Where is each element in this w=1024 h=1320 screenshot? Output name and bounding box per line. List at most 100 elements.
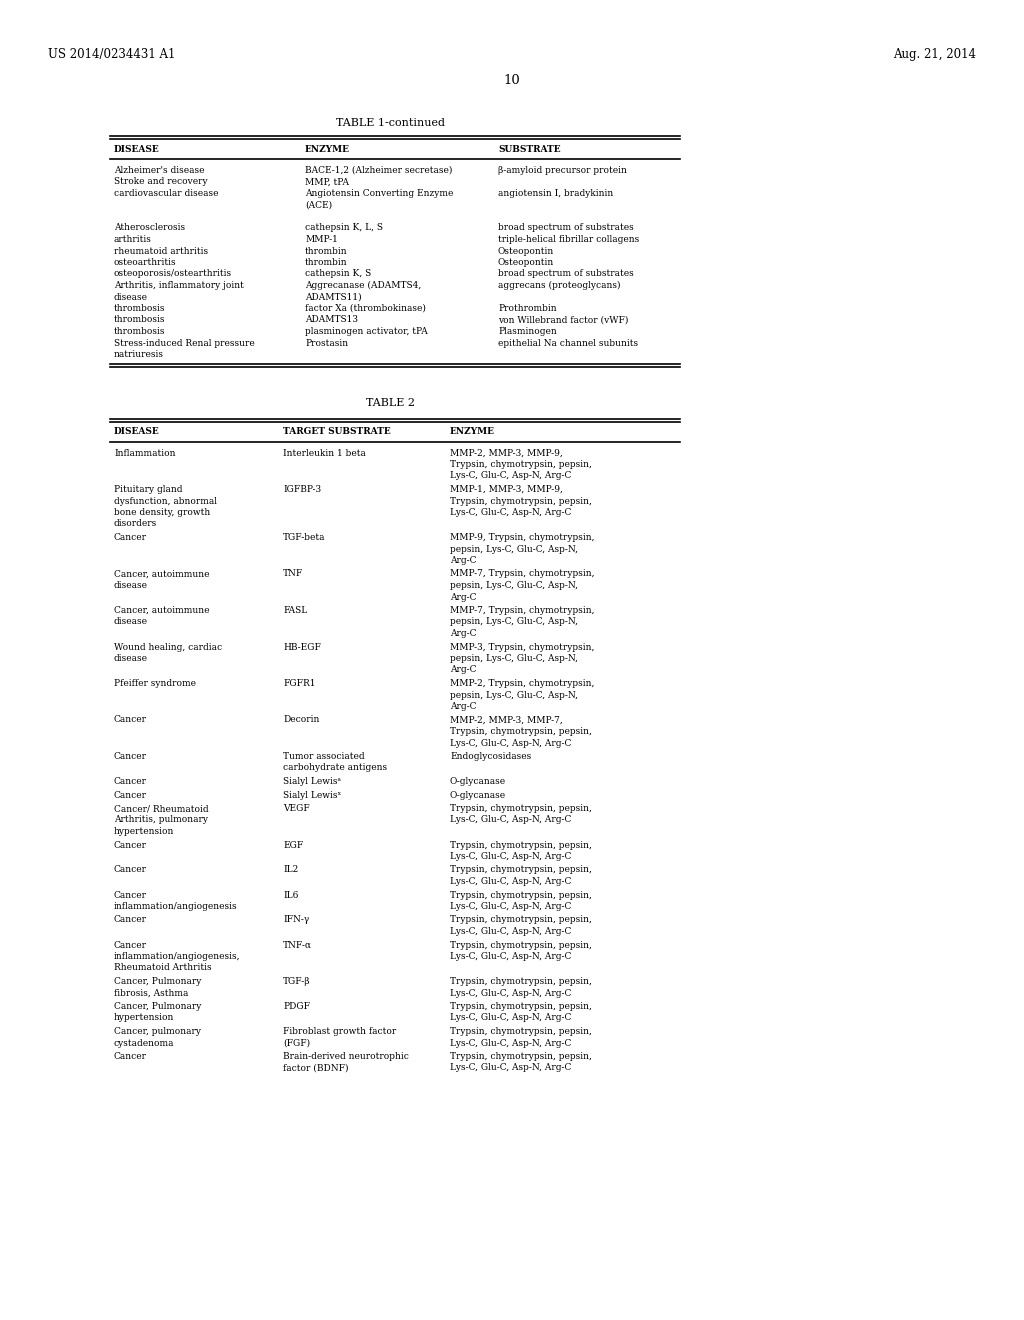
Text: Stroke and recovery: Stroke and recovery xyxy=(114,177,208,186)
Text: (FGF): (FGF) xyxy=(283,1039,310,1048)
Text: Cancer: Cancer xyxy=(114,1052,147,1061)
Text: Lys-C, Glu-C, Asp-N, Arg-C: Lys-C, Glu-C, Asp-N, Arg-C xyxy=(450,851,571,861)
Text: MMP-2, Trypsin, chymotrypsin,: MMP-2, Trypsin, chymotrypsin, xyxy=(450,678,594,688)
Text: Cancer/ Rheumatoid: Cancer/ Rheumatoid xyxy=(114,804,209,813)
Text: MMP-7, Trypsin, chymotrypsin,: MMP-7, Trypsin, chymotrypsin, xyxy=(450,569,595,578)
Text: Angiotensin Converting Enzyme: Angiotensin Converting Enzyme xyxy=(305,189,454,198)
Text: bone density, growth: bone density, growth xyxy=(114,508,210,517)
Text: Atherosclerosis: Atherosclerosis xyxy=(114,223,185,232)
Text: Endoglycosidases: Endoglycosidases xyxy=(450,752,531,762)
Text: PDGF: PDGF xyxy=(283,1002,310,1011)
Text: US 2014/0234431 A1: US 2014/0234431 A1 xyxy=(48,48,175,61)
Text: Lys-C, Glu-C, Asp-N, Arg-C: Lys-C, Glu-C, Asp-N, Arg-C xyxy=(450,738,571,747)
Text: Lys-C, Glu-C, Asp-N, Arg-C: Lys-C, Glu-C, Asp-N, Arg-C xyxy=(450,952,571,961)
Text: ADAMTS13: ADAMTS13 xyxy=(305,315,358,325)
Text: Cancer: Cancer xyxy=(114,916,147,924)
Text: Trypsin, chymotrypsin, pepsin,: Trypsin, chymotrypsin, pepsin, xyxy=(450,1052,592,1061)
Text: IGFBP-3: IGFBP-3 xyxy=(283,484,322,494)
Text: thrombosis: thrombosis xyxy=(114,315,166,325)
Text: broad spectrum of substrates: broad spectrum of substrates xyxy=(498,223,634,232)
Text: IFN-γ: IFN-γ xyxy=(283,916,309,924)
Text: Trypsin, chymotrypsin, pepsin,: Trypsin, chymotrypsin, pepsin, xyxy=(450,866,592,874)
Text: cardiovascular disease: cardiovascular disease xyxy=(114,189,218,198)
Text: Cancer: Cancer xyxy=(114,752,147,762)
Text: Aggrecanase (ADAMTS4,: Aggrecanase (ADAMTS4, xyxy=(305,281,421,290)
Text: osteoarthritis: osteoarthritis xyxy=(114,257,176,267)
Text: pepsin, Lys-C, Glu-C, Asp-N,: pepsin, Lys-C, Glu-C, Asp-N, xyxy=(450,581,578,590)
Text: Cancer: Cancer xyxy=(114,891,147,899)
Text: Arg-C: Arg-C xyxy=(450,630,476,638)
Text: Osteopontin: Osteopontin xyxy=(498,247,554,256)
Text: hypertension: hypertension xyxy=(114,1014,174,1023)
Text: broad spectrum of substrates: broad spectrum of substrates xyxy=(498,269,634,279)
Text: Trypsin, chymotrypsin, pepsin,: Trypsin, chymotrypsin, pepsin, xyxy=(450,1027,592,1036)
Text: Tumor associated: Tumor associated xyxy=(283,752,365,762)
Text: TARGET SUBSTRATE: TARGET SUBSTRATE xyxy=(283,428,391,437)
Text: Lys-C, Glu-C, Asp-N, Arg-C: Lys-C, Glu-C, Asp-N, Arg-C xyxy=(450,1039,571,1048)
Text: cathepsin K, S: cathepsin K, S xyxy=(305,269,372,279)
Text: disease: disease xyxy=(114,293,148,301)
Text: Trypsin, chymotrypsin, pepsin,: Trypsin, chymotrypsin, pepsin, xyxy=(450,1002,592,1011)
Text: EGF: EGF xyxy=(283,841,303,850)
Text: VEGF: VEGF xyxy=(283,804,309,813)
Text: Lys-C, Glu-C, Asp-N, Arg-C: Lys-C, Glu-C, Asp-N, Arg-C xyxy=(450,1064,571,1072)
Text: Trypsin, chymotrypsin, pepsin,: Trypsin, chymotrypsin, pepsin, xyxy=(450,891,592,899)
Text: von Willebrand factor (vWF): von Willebrand factor (vWF) xyxy=(498,315,629,325)
Text: disorders: disorders xyxy=(114,520,158,528)
Text: cathepsin K, L, S: cathepsin K, L, S xyxy=(305,223,383,232)
Text: Trypsin, chymotrypsin, pepsin,: Trypsin, chymotrypsin, pepsin, xyxy=(450,804,592,813)
Text: Fibroblast growth factor: Fibroblast growth factor xyxy=(283,1027,396,1036)
Text: ADAMTS11): ADAMTS11) xyxy=(305,293,361,301)
Text: TGF-β: TGF-β xyxy=(283,977,310,986)
Text: Cancer: Cancer xyxy=(114,866,147,874)
Text: rheumatoid arthritis: rheumatoid arthritis xyxy=(114,247,208,256)
Text: Cancer: Cancer xyxy=(114,940,147,949)
Text: MMP-2, MMP-3, MMP-9,: MMP-2, MMP-3, MMP-9, xyxy=(450,449,563,458)
Text: MMP-2, MMP-3, MMP-7,: MMP-2, MMP-3, MMP-7, xyxy=(450,715,563,725)
Text: Osteopontin: Osteopontin xyxy=(498,257,554,267)
Text: Cancer, autoimmune: Cancer, autoimmune xyxy=(114,569,210,578)
Text: arthritis: arthritis xyxy=(114,235,152,244)
Text: disease: disease xyxy=(114,653,148,663)
Text: DISEASE: DISEASE xyxy=(114,145,160,154)
Text: Lys-C, Glu-C, Asp-N, Arg-C: Lys-C, Glu-C, Asp-N, Arg-C xyxy=(450,902,571,911)
Text: Cancer: Cancer xyxy=(114,533,147,543)
Text: pepsin, Lys-C, Glu-C, Asp-N,: pepsin, Lys-C, Glu-C, Asp-N, xyxy=(450,653,578,663)
Text: Arg-C: Arg-C xyxy=(450,665,476,675)
Text: natriuresis: natriuresis xyxy=(114,350,164,359)
Text: angiotensin I, bradykinin: angiotensin I, bradykinin xyxy=(498,189,613,198)
Text: cystadenoma: cystadenoma xyxy=(114,1039,174,1048)
Text: Trypsin, chymotrypsin, pepsin,: Trypsin, chymotrypsin, pepsin, xyxy=(450,727,592,737)
Text: Lys-C, Glu-C, Asp-N, Arg-C: Lys-C, Glu-C, Asp-N, Arg-C xyxy=(450,508,571,517)
Text: factor Xa (thrombokinase): factor Xa (thrombokinase) xyxy=(305,304,426,313)
Text: Wound healing, cardiac: Wound healing, cardiac xyxy=(114,643,222,652)
Text: ENZYME: ENZYME xyxy=(305,145,350,154)
Text: Cancer, Pulmonary: Cancer, Pulmonary xyxy=(114,1002,202,1011)
Text: hypertension: hypertension xyxy=(114,828,174,836)
Text: Arg-C: Arg-C xyxy=(450,593,476,602)
Text: Aug. 21, 2014: Aug. 21, 2014 xyxy=(893,48,976,61)
Text: Stress-induced Renal pressure: Stress-induced Renal pressure xyxy=(114,338,255,347)
Text: Lys-C, Glu-C, Asp-N, Arg-C: Lys-C, Glu-C, Asp-N, Arg-C xyxy=(450,927,571,936)
Text: Prothrombin: Prothrombin xyxy=(498,304,557,313)
Text: FASL: FASL xyxy=(283,606,307,615)
Text: MMP-1: MMP-1 xyxy=(305,235,338,244)
Text: TABLE 2: TABLE 2 xyxy=(366,399,415,408)
Text: Arg-C: Arg-C xyxy=(450,556,476,565)
Text: DISEASE: DISEASE xyxy=(114,428,160,437)
Text: inflammation/angiogenesis,: inflammation/angiogenesis, xyxy=(114,952,241,961)
Text: carbohydrate antigens: carbohydrate antigens xyxy=(283,763,387,772)
Text: TNF-α: TNF-α xyxy=(283,940,312,949)
Text: Cancer, pulmonary: Cancer, pulmonary xyxy=(114,1027,201,1036)
Text: Sialyl Lewisᵃ: Sialyl Lewisᵃ xyxy=(283,777,341,785)
Text: O-glycanase: O-glycanase xyxy=(450,791,506,800)
Text: fibrosis, Asthma: fibrosis, Asthma xyxy=(114,989,188,998)
Text: Trypsin, chymotrypsin, pepsin,: Trypsin, chymotrypsin, pepsin, xyxy=(450,841,592,850)
Text: thrombin: thrombin xyxy=(305,247,347,256)
Text: aggrecans (proteoglycans): aggrecans (proteoglycans) xyxy=(498,281,621,290)
Text: β-amyloid precursor protein: β-amyloid precursor protein xyxy=(498,166,627,176)
Text: ENZYME: ENZYME xyxy=(450,428,495,437)
Text: thrombosis: thrombosis xyxy=(114,304,166,313)
Text: TABLE 1-continued: TABLE 1-continued xyxy=(336,117,444,128)
Text: disease: disease xyxy=(114,581,148,590)
